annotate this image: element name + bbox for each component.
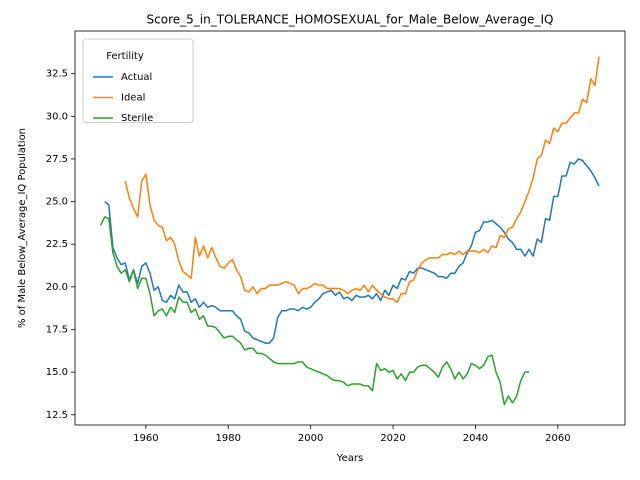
y-tick-label: 27.5 xyxy=(46,154,68,165)
x-tick-label: 2020 xyxy=(380,433,405,444)
x-tick-label: 2000 xyxy=(298,433,323,444)
data-line xyxy=(124,56,600,303)
x-tick-label: 1980 xyxy=(216,433,241,444)
y-tick-label: 30.0 xyxy=(46,111,68,122)
chart-title: Score_5_in_TOLERANCE_HOMOSEXUAL_for_Male… xyxy=(147,13,554,27)
data-line xyxy=(99,216,530,406)
legend-label: Ideal xyxy=(121,93,145,104)
plot-frame xyxy=(74,30,626,426)
legend: Fertility Actual Ideal Sterile xyxy=(82,38,194,124)
legend-label: Actual xyxy=(121,72,152,83)
y-tick-label: 32.5 xyxy=(46,69,68,80)
x-axis-label: Years xyxy=(336,453,363,464)
legend-label: Sterile xyxy=(121,113,153,124)
y-tick-label: 22.5 xyxy=(46,239,68,250)
x-tick-label: 1960 xyxy=(133,433,158,444)
y-tick-label: 12.5 xyxy=(46,410,68,421)
x-tick-label: 2060 xyxy=(545,433,570,444)
y-axis-label: % of Male Below_Average_IQ Population xyxy=(17,128,28,328)
legend-title: Fertility xyxy=(106,51,144,62)
y-tick-label: 20.0 xyxy=(46,282,68,293)
y-tick-label: 15.0 xyxy=(46,367,68,378)
y-tick-label: 25.0 xyxy=(46,197,68,208)
legend-box xyxy=(82,38,194,123)
data-line xyxy=(104,158,600,344)
y-tick-label: 17.5 xyxy=(46,324,68,335)
x-tick-label: 2040 xyxy=(463,433,488,444)
